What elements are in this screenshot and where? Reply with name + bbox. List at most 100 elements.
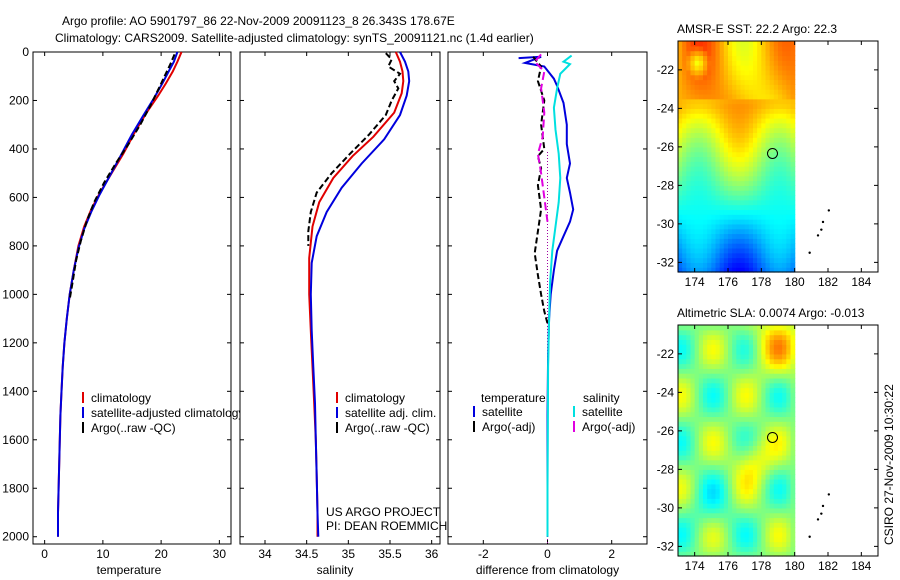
sla_map-cell xyxy=(753,440,758,446)
sla_map-cell xyxy=(778,469,783,475)
sla_map-cell xyxy=(715,387,721,393)
sla_map-cell xyxy=(757,531,762,538)
sst_map-cell xyxy=(678,98,683,105)
sst_map-cell xyxy=(740,190,746,196)
sla_map-cell xyxy=(711,503,717,509)
sst_map-cell xyxy=(773,267,779,273)
sst_map-cell xyxy=(732,55,737,61)
sla_map-cell xyxy=(728,382,733,389)
sst_map-cell xyxy=(678,127,683,134)
sla_map-cell xyxy=(786,517,792,523)
sla_map-cell xyxy=(773,325,779,331)
sst_map-cell xyxy=(736,247,742,254)
salinity-legend-red: climatology xyxy=(345,391,405,405)
sst_map-cell xyxy=(786,267,792,273)
sst_map-cell xyxy=(682,247,687,254)
sla_map-cell xyxy=(711,459,717,466)
sst_map-cell xyxy=(778,166,783,172)
sla_map-cell xyxy=(694,512,700,519)
sla_map-cell xyxy=(682,435,687,442)
sst_map-cell xyxy=(715,93,721,100)
sla_map-cell xyxy=(715,531,721,538)
sla_map-cell xyxy=(732,397,737,403)
sla_map-cell xyxy=(769,483,775,490)
sla_map-cell xyxy=(698,382,704,389)
sla_map-cell xyxy=(715,488,721,495)
sst_map-cell xyxy=(732,190,737,196)
sla_map-cell xyxy=(753,541,758,547)
sst_map-cell xyxy=(744,122,750,129)
sst_map-cell xyxy=(786,223,792,230)
sla_map-cell xyxy=(744,329,750,336)
sla_map-cell xyxy=(707,459,712,466)
sla_map-cell xyxy=(719,373,725,379)
sla_map-cell xyxy=(703,522,708,528)
sst_map-cell xyxy=(757,267,762,273)
sla_map-cell xyxy=(732,522,737,528)
sst_map-cell xyxy=(723,204,729,211)
sst_map-cell xyxy=(748,204,754,211)
sst_map-cell xyxy=(694,175,700,182)
sst_map-cell xyxy=(682,161,687,167)
sla_map-cell xyxy=(782,358,787,365)
sst_map-cell xyxy=(732,180,737,186)
sst_map-cell xyxy=(790,122,796,129)
sla_map-cell xyxy=(790,474,796,480)
sst_map-cell xyxy=(732,262,737,268)
sst_map-cell xyxy=(765,223,771,230)
sst_map-cell xyxy=(686,252,692,259)
sla_map-cell xyxy=(769,474,775,480)
sst_map-cell xyxy=(703,243,708,249)
sst_map-cell xyxy=(740,79,746,85)
sst_map-cell xyxy=(765,156,771,162)
sst_map-cell xyxy=(782,243,787,249)
sst_map-cell xyxy=(678,262,683,268)
sst_map-cell xyxy=(786,262,792,268)
sst_map-cell xyxy=(719,190,725,196)
sla_map-cell xyxy=(778,450,783,456)
sla_map-cell xyxy=(740,488,746,495)
sla_map-cell xyxy=(728,329,733,336)
sla_map-cell xyxy=(769,329,775,336)
sst_map-cell xyxy=(778,89,783,95)
sst_map-cell xyxy=(698,151,704,158)
sla_map-cell xyxy=(711,406,717,413)
sst_map-cell xyxy=(732,137,737,143)
sst_map-cell xyxy=(690,146,696,153)
sst_map-cell xyxy=(703,79,708,85)
sla_map-cell xyxy=(698,363,704,369)
sla_map-cell xyxy=(782,411,787,418)
sla_map-cell xyxy=(711,382,717,389)
sla_map-cell xyxy=(728,522,733,528)
sla_map-cell xyxy=(736,387,742,393)
sst_map-cell xyxy=(728,199,733,206)
sla_map-cell xyxy=(707,387,712,393)
sla_map-cell xyxy=(790,435,796,442)
sla_map-cell xyxy=(740,507,746,514)
sla_map-cell xyxy=(740,426,746,432)
sst_map-cell xyxy=(698,257,704,263)
sla_map-cell xyxy=(769,349,775,355)
sst_map-cell xyxy=(686,247,692,254)
sla_map-cell xyxy=(790,426,796,432)
sla_map-cell xyxy=(678,474,683,480)
sst_map-cell xyxy=(761,108,767,114)
sst_map-cell xyxy=(748,45,754,52)
sla_map-cell xyxy=(678,397,683,403)
sst_map-cell xyxy=(728,132,733,138)
sla_map-cell xyxy=(698,377,704,384)
sst_map-cell xyxy=(690,151,696,158)
sla_map-cell xyxy=(723,325,729,331)
sla_map-cell xyxy=(719,426,725,432)
sst_map-cell xyxy=(778,185,783,191)
sla_map-cell xyxy=(703,435,708,442)
sla_map-cell xyxy=(719,411,725,418)
sla_map-cell xyxy=(719,392,725,398)
sst_map-cell xyxy=(728,103,733,109)
sla_map-cell xyxy=(765,459,771,466)
sla_map-cell xyxy=(728,488,733,495)
sst_map-cell xyxy=(744,175,750,182)
sst_map-cell xyxy=(773,98,779,105)
sst_map-cell xyxy=(753,122,758,129)
sla_map-cell xyxy=(769,512,775,519)
